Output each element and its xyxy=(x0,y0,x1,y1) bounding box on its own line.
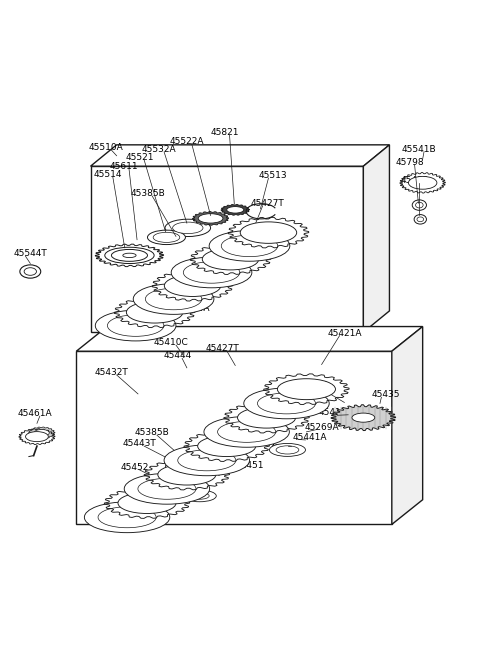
Text: 45427T: 45427T xyxy=(205,344,239,353)
Text: 45412: 45412 xyxy=(318,409,347,417)
Ellipse shape xyxy=(163,487,175,493)
Ellipse shape xyxy=(190,493,209,499)
Ellipse shape xyxy=(204,417,289,447)
Text: 45415: 45415 xyxy=(269,444,298,453)
Text: 45522A: 45522A xyxy=(169,136,204,145)
Text: 45427T: 45427T xyxy=(251,198,284,208)
Ellipse shape xyxy=(416,202,423,208)
Text: 45461A: 45461A xyxy=(18,409,52,419)
Text: 45421A: 45421A xyxy=(327,329,361,338)
Text: 45433: 45433 xyxy=(400,176,429,185)
Ellipse shape xyxy=(221,235,278,257)
Ellipse shape xyxy=(147,230,185,244)
Ellipse shape xyxy=(238,407,296,428)
Polygon shape xyxy=(28,427,55,439)
Ellipse shape xyxy=(408,176,437,189)
Text: 45452: 45452 xyxy=(120,463,149,472)
Ellipse shape xyxy=(138,478,196,499)
Ellipse shape xyxy=(183,490,216,502)
Ellipse shape xyxy=(276,446,299,454)
Text: 45798: 45798 xyxy=(396,158,424,167)
Ellipse shape xyxy=(178,450,236,471)
Text: 45514: 45514 xyxy=(94,170,122,179)
Text: 45444: 45444 xyxy=(163,352,192,360)
Ellipse shape xyxy=(198,436,256,457)
Text: 45611: 45611 xyxy=(110,162,139,171)
Ellipse shape xyxy=(111,250,147,261)
Ellipse shape xyxy=(159,485,179,495)
Text: 45611: 45611 xyxy=(300,381,329,390)
Text: 45443T: 45443T xyxy=(122,440,156,448)
Ellipse shape xyxy=(166,459,205,474)
Ellipse shape xyxy=(209,231,290,261)
Text: 45432T: 45432T xyxy=(95,368,129,377)
Polygon shape xyxy=(76,327,423,351)
Ellipse shape xyxy=(171,257,252,288)
Ellipse shape xyxy=(164,445,250,476)
Ellipse shape xyxy=(414,215,426,224)
Ellipse shape xyxy=(172,462,199,472)
Ellipse shape xyxy=(20,265,41,278)
Text: 45510A: 45510A xyxy=(89,143,123,152)
Polygon shape xyxy=(392,327,423,525)
Ellipse shape xyxy=(227,206,244,213)
Ellipse shape xyxy=(183,262,240,283)
Text: 45544T: 45544T xyxy=(13,250,47,259)
Text: 45269A: 45269A xyxy=(304,422,339,432)
Text: 45521: 45521 xyxy=(125,153,154,162)
Ellipse shape xyxy=(417,217,424,221)
Ellipse shape xyxy=(145,288,202,310)
Ellipse shape xyxy=(257,393,315,414)
Ellipse shape xyxy=(124,474,210,504)
Ellipse shape xyxy=(24,268,36,275)
Polygon shape xyxy=(162,468,209,486)
Ellipse shape xyxy=(244,388,329,419)
Ellipse shape xyxy=(133,284,214,314)
Ellipse shape xyxy=(170,471,201,483)
Ellipse shape xyxy=(277,379,336,400)
Text: 45821: 45821 xyxy=(211,128,239,138)
Ellipse shape xyxy=(153,233,180,242)
Ellipse shape xyxy=(118,493,176,514)
Ellipse shape xyxy=(217,421,276,442)
Ellipse shape xyxy=(158,464,216,485)
Text: 45524A: 45524A xyxy=(175,304,210,313)
Ellipse shape xyxy=(126,301,183,323)
Ellipse shape xyxy=(98,507,156,528)
Text: 45532A: 45532A xyxy=(186,469,220,478)
Polygon shape xyxy=(331,405,396,430)
Polygon shape xyxy=(192,212,228,225)
Ellipse shape xyxy=(84,502,170,533)
Ellipse shape xyxy=(108,315,164,336)
Ellipse shape xyxy=(269,443,305,457)
Ellipse shape xyxy=(173,222,203,234)
Polygon shape xyxy=(363,145,389,332)
Ellipse shape xyxy=(352,413,375,422)
Text: 45541B: 45541B xyxy=(402,145,437,154)
Text: 45441A: 45441A xyxy=(293,433,327,442)
Ellipse shape xyxy=(96,310,176,341)
Text: 45435: 45435 xyxy=(372,390,400,400)
Text: 45410C: 45410C xyxy=(154,338,189,347)
Ellipse shape xyxy=(123,253,136,257)
Ellipse shape xyxy=(412,200,426,210)
Ellipse shape xyxy=(25,432,48,441)
Ellipse shape xyxy=(165,219,211,236)
Text: 45385B: 45385B xyxy=(135,428,169,438)
Polygon shape xyxy=(221,204,250,215)
Text: 45513: 45513 xyxy=(259,171,288,180)
Text: 45385B: 45385B xyxy=(130,189,165,198)
Ellipse shape xyxy=(198,214,223,223)
Ellipse shape xyxy=(164,275,221,297)
Text: 45451: 45451 xyxy=(235,460,264,470)
Polygon shape xyxy=(91,145,389,166)
Ellipse shape xyxy=(240,222,297,244)
Ellipse shape xyxy=(34,430,49,436)
Text: 45532A: 45532A xyxy=(142,145,177,154)
Ellipse shape xyxy=(105,247,154,263)
Ellipse shape xyxy=(202,248,259,270)
